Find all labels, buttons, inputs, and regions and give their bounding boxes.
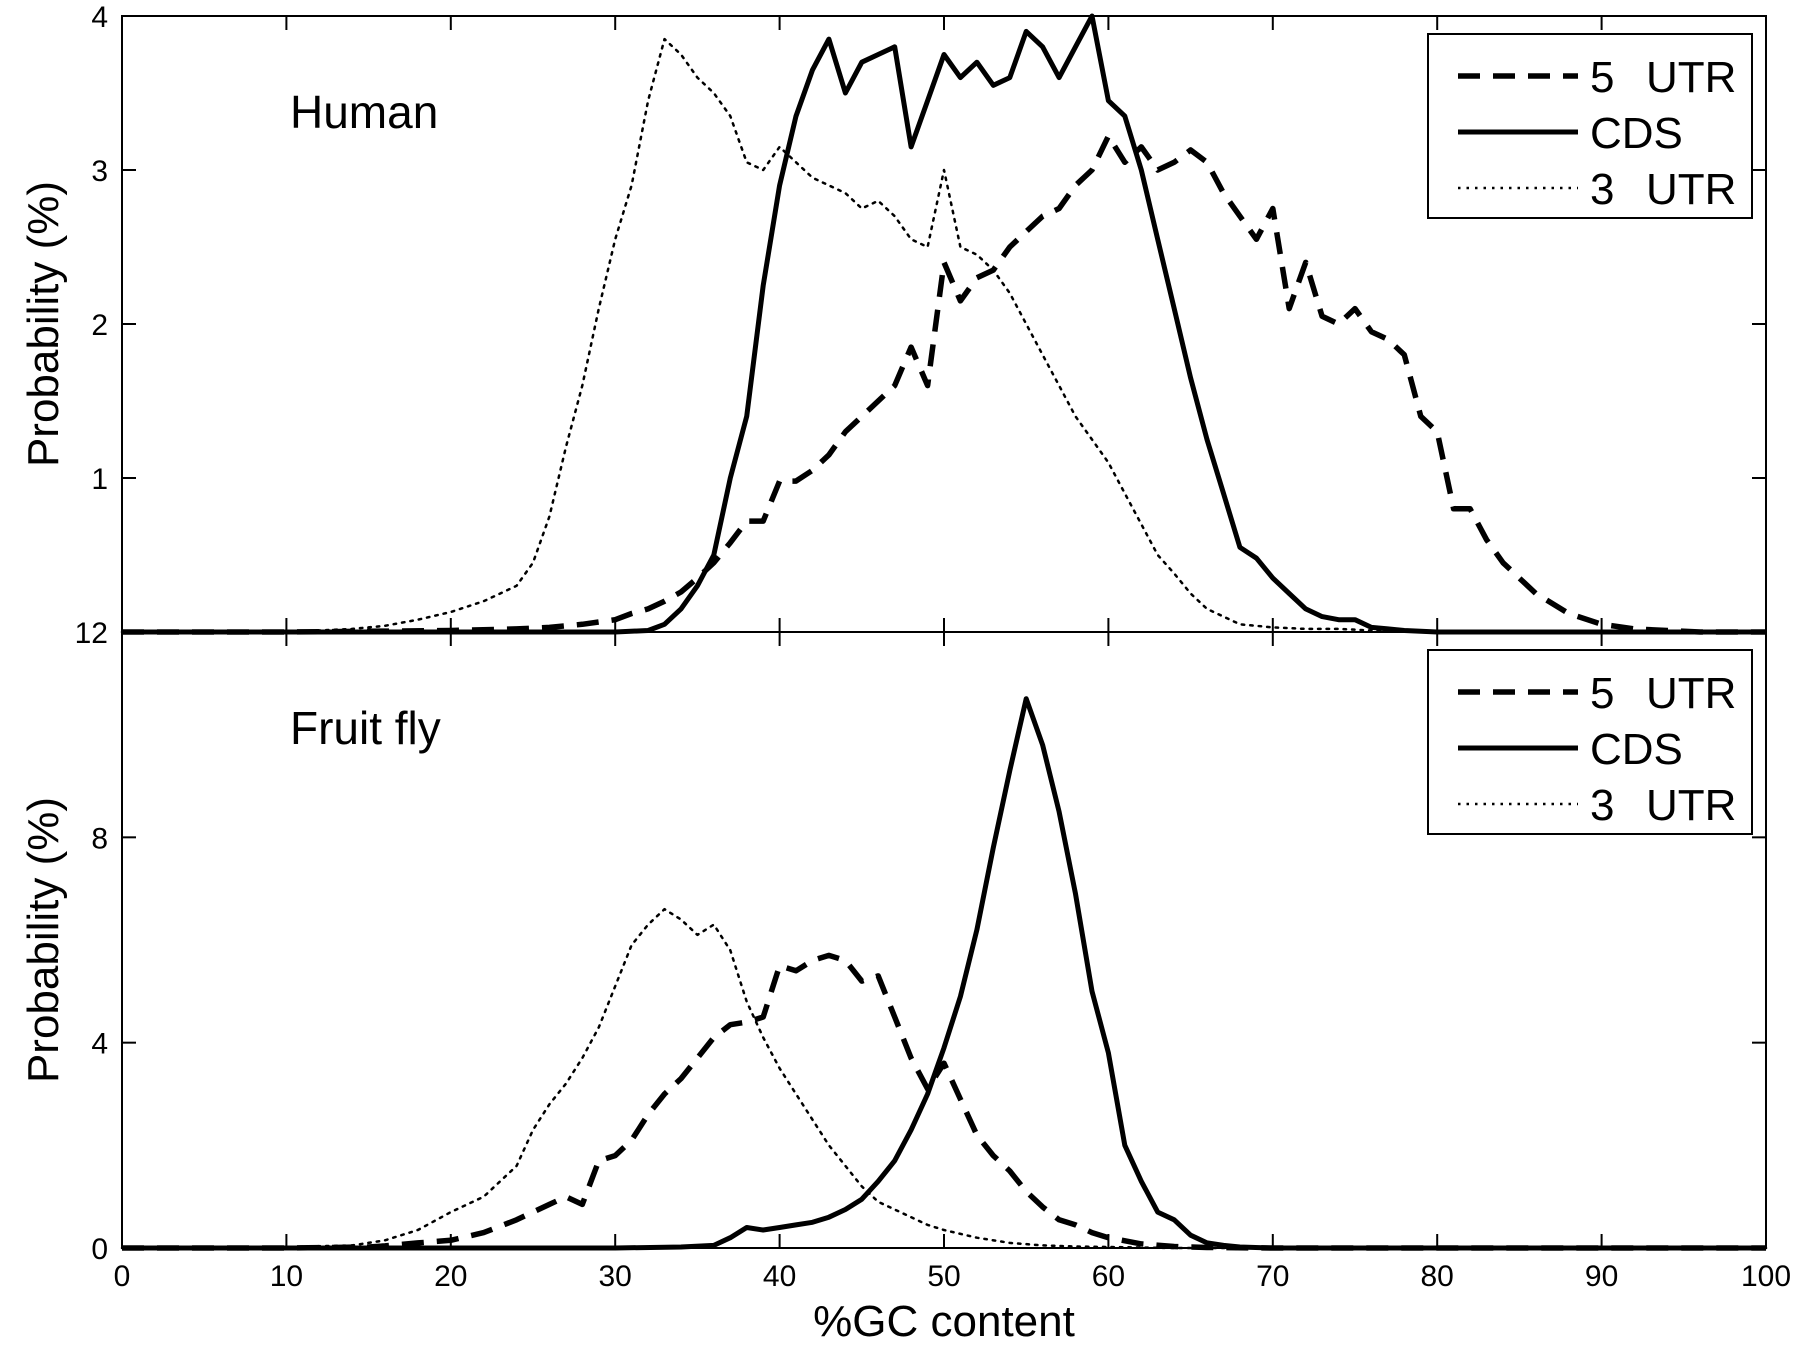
panel-label: Fruit fly: [290, 702, 441, 754]
legend-box: [1427, 33, 1753, 219]
series-line-cds: [122, 696, 1766, 1251]
x-tick-label: 80: [1421, 1260, 1454, 1293]
x-tick-label: 50: [927, 1260, 960, 1293]
x-tick-label: 30: [599, 1260, 632, 1293]
legend-entry: 5 UTR: [1590, 53, 1736, 102]
legend-entry: CDS: [1590, 109, 1683, 158]
y-tick-label: 2: [91, 309, 108, 342]
human-panel: 1 2 3 4 Human Probability (%) 5 UTR CDS 3 UTR: [19, 1, 1768, 635]
fruit-fly-panel: 0 4 8 12 0 10 20 30 40 50 60 70 80 90 100 Fruit fly Prob…: [19, 617, 1791, 1346]
series-line-3-utr: [120, 37, 1768, 634]
x-tick-label: 0: [114, 1260, 131, 1293]
series-line-3-utr: [120, 907, 1768, 1250]
y-tick-label: 1: [91, 463, 108, 496]
y-tick-label: 0: [91, 1233, 108, 1266]
x-axis-label: %GC content: [813, 1297, 1075, 1346]
legend-entry: 3 UTR: [1590, 781, 1736, 830]
legend-box: [1427, 649, 1753, 835]
x-tick-label: 10: [270, 1260, 303, 1293]
y-axis-label: Probability (%): [19, 181, 68, 467]
legend-entry: 5 UTR: [1590, 669, 1736, 718]
x-tick-label: 60: [1092, 1260, 1125, 1293]
legend-entry: 3 UTR: [1590, 165, 1736, 214]
legend-entry: CDS: [1590, 725, 1683, 774]
y-tick-label: 3: [91, 155, 108, 188]
x-tick-label: 20: [434, 1260, 467, 1293]
y-tick-label: 12: [75, 617, 108, 650]
y-tick-label: 8: [91, 822, 108, 855]
y-tick-label: 4: [91, 1, 108, 34]
series-line-5-utr: [122, 952, 1766, 1251]
y-tick-label: 4: [91, 1028, 108, 1061]
x-tick-label: 70: [1256, 1260, 1289, 1293]
series-line-cds: [122, 13, 1766, 635]
x-tick-label: 90: [1585, 1260, 1618, 1293]
y-axis-label: Probability (%): [19, 797, 68, 1083]
x-tick-label: 40: [763, 1260, 796, 1293]
x-tick-label: 100: [1741, 1260, 1791, 1293]
panel-label: Human: [290, 86, 438, 138]
